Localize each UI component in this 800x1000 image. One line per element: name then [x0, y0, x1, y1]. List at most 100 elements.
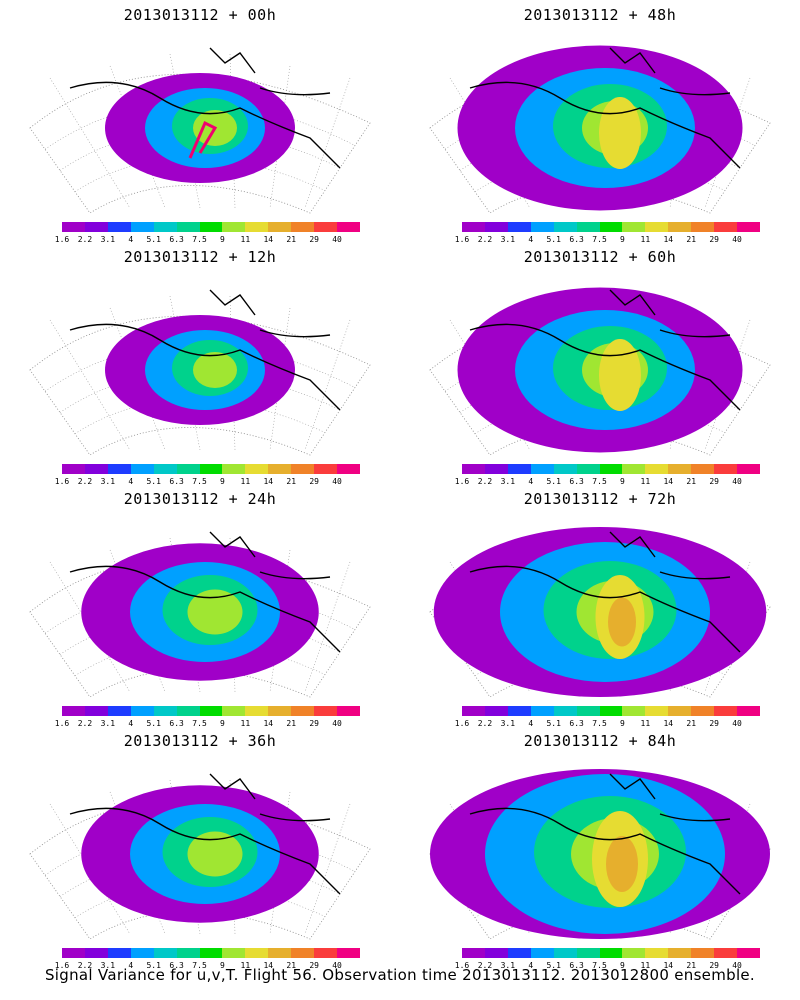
colorbar-labels: 1.6 2.2 3.1 4 5.1 6.3 7.5 9 11 14 21 29 40 [52, 719, 370, 729]
colorbar-segment [737, 464, 760, 474]
colorbar-tick-label: 3.1 [100, 235, 116, 244]
colorbar-segment [599, 706, 623, 716]
variance-map [29, 773, 371, 940]
figure-caption: Signal Variance for u,v,T. Flight 56. Ob… [44, 966, 756, 984]
colorbar-segment [691, 706, 715, 716]
colorbar-labels: 1.6 2.2 3.1 4 5.1 6.3 7.5 9 11 14 21 29 40 [52, 235, 370, 245]
colorbar-segment [553, 706, 577, 716]
colorbar-tick-label: 4 [128, 477, 134, 486]
colorbar-segment [622, 948, 646, 958]
colorbar-tick-label: 5.1 [546, 477, 561, 486]
panel-title: 2013013112 + 60h [523, 248, 677, 266]
colorbar-segment [737, 948, 760, 958]
colorbar-tick-label: 29 [309, 477, 319, 486]
colorbar-tick-label: 3.1 [500, 961, 516, 970]
colorbar-segment [245, 222, 269, 232]
colorbar-segment [530, 706, 554, 716]
colorbar-tick-label: 1.6 [54, 477, 70, 486]
colorbar-segment [599, 948, 623, 958]
colorbar-tick-label: 21 [686, 719, 697, 728]
colorbar [462, 464, 760, 474]
variance-map [29, 47, 371, 214]
colorbar-tick-label: 11 [640, 477, 651, 486]
colorbar-segment [691, 464, 715, 474]
colorbar-tick-label: 6.3 [569, 235, 584, 244]
colorbar-tick-label: 3.1 [100, 961, 116, 970]
colorbar-tick-label: 11 [640, 719, 651, 728]
colorbar-segment [337, 222, 360, 232]
colorbar-segment [268, 222, 292, 232]
flight-track [188, 120, 218, 159]
map-panel: 2013013112 + 60h 1.6 2.2 3.1 4 5.1 6.3 7.5 9 11 14… [400, 242, 800, 486]
colorbar-tick-label: 7.5 [592, 477, 607, 486]
colorbar-segment [576, 706, 600, 716]
colorbar [62, 222, 360, 232]
colorbar-segment [484, 948, 508, 958]
colorbar-segment [107, 948, 131, 958]
colorbar-tick-label: 1.6 [54, 961, 70, 970]
coastline [69, 531, 341, 653]
colorbar-tick-label: 5.1 [146, 477, 161, 486]
colorbar-segment [130, 464, 154, 474]
colorbar-tick-label: 40 [732, 477, 742, 486]
graticule-line [74, 157, 326, 193]
map-panel: 2013013112 + 12h 1.6 2.2 3.1 4 5.1 6.3 7.5 9 11 14… [0, 242, 400, 486]
colorbar-tick-label: 9 [620, 477, 625, 486]
graticule-line [74, 641, 326, 677]
colorbar-segment [622, 706, 646, 716]
colorbar [462, 706, 760, 716]
colorbar-tick-label: 11 [640, 961, 651, 970]
colorbar-tick-label: 21 [686, 235, 697, 244]
colorbar-segment [484, 464, 508, 474]
colorbar-segment [645, 706, 669, 716]
colorbar-tick-label: 40 [332, 235, 342, 244]
coastline [469, 773, 741, 895]
colorbar-segment [530, 222, 554, 232]
graticule-line [109, 307, 166, 451]
colorbar-segment [62, 464, 85, 474]
colorbar-segment [691, 948, 715, 958]
colorbar-segment [622, 464, 646, 474]
colorbar-segment [691, 222, 715, 232]
graticule-line [704, 77, 751, 209]
colorbar [62, 464, 360, 474]
colorbar-segment [107, 706, 131, 716]
colorbar-tick-label: 7.5 [592, 719, 607, 728]
colorbar-tick-label: 9 [620, 719, 625, 728]
colorbar-segment [199, 948, 223, 958]
variance-contour [599, 339, 641, 411]
colorbar-tick-label: 14 [663, 719, 674, 728]
map-panel: 2013013112 + 36h 1.6 2.2 3.1 4 5.1 6.3 7.5 9 11 14… [0, 726, 400, 970]
colorbar-tick-label: 6.3 [569, 719, 584, 728]
colorbar-tick-label: 9 [220, 477, 225, 486]
colorbar-segment [176, 464, 200, 474]
graticule-line [74, 883, 326, 919]
coastline [469, 47, 741, 169]
colorbar-tick-label: 1.6 [454, 235, 470, 244]
colorbar-tick-label: 7.5 [192, 477, 207, 486]
colorbar-tick-label: 21 [286, 961, 297, 970]
colorbar-tick-label: 5.1 [146, 961, 161, 970]
variance-map [429, 287, 771, 456]
colorbar-segment [268, 948, 292, 958]
colorbar-segment [462, 948, 485, 958]
colorbar-tick-label: 40 [332, 719, 342, 728]
colorbar-segment [484, 222, 508, 232]
colorbar-segment [62, 948, 85, 958]
colorbar-tick-label: 21 [686, 961, 697, 970]
colorbar-tick-label: 29 [309, 235, 319, 244]
colorbar-segment [622, 222, 646, 232]
variance-map [29, 289, 371, 456]
colorbar-tick-label: 6.3 [569, 477, 584, 486]
colorbar-segment [130, 948, 154, 958]
colorbar-segment [507, 222, 531, 232]
colorbar-segment [714, 464, 738, 474]
colorbar-segment [462, 222, 485, 232]
graticule-line [304, 803, 351, 935]
colorbar [62, 948, 360, 958]
colorbar-tick-label: 14 [663, 477, 674, 486]
colorbar-tick-label: 11 [240, 235, 251, 244]
colorbar-tick-label: 7.5 [192, 961, 207, 970]
colorbar-segment [130, 222, 154, 232]
colorbar-tick-label: 7.5 [592, 235, 607, 244]
